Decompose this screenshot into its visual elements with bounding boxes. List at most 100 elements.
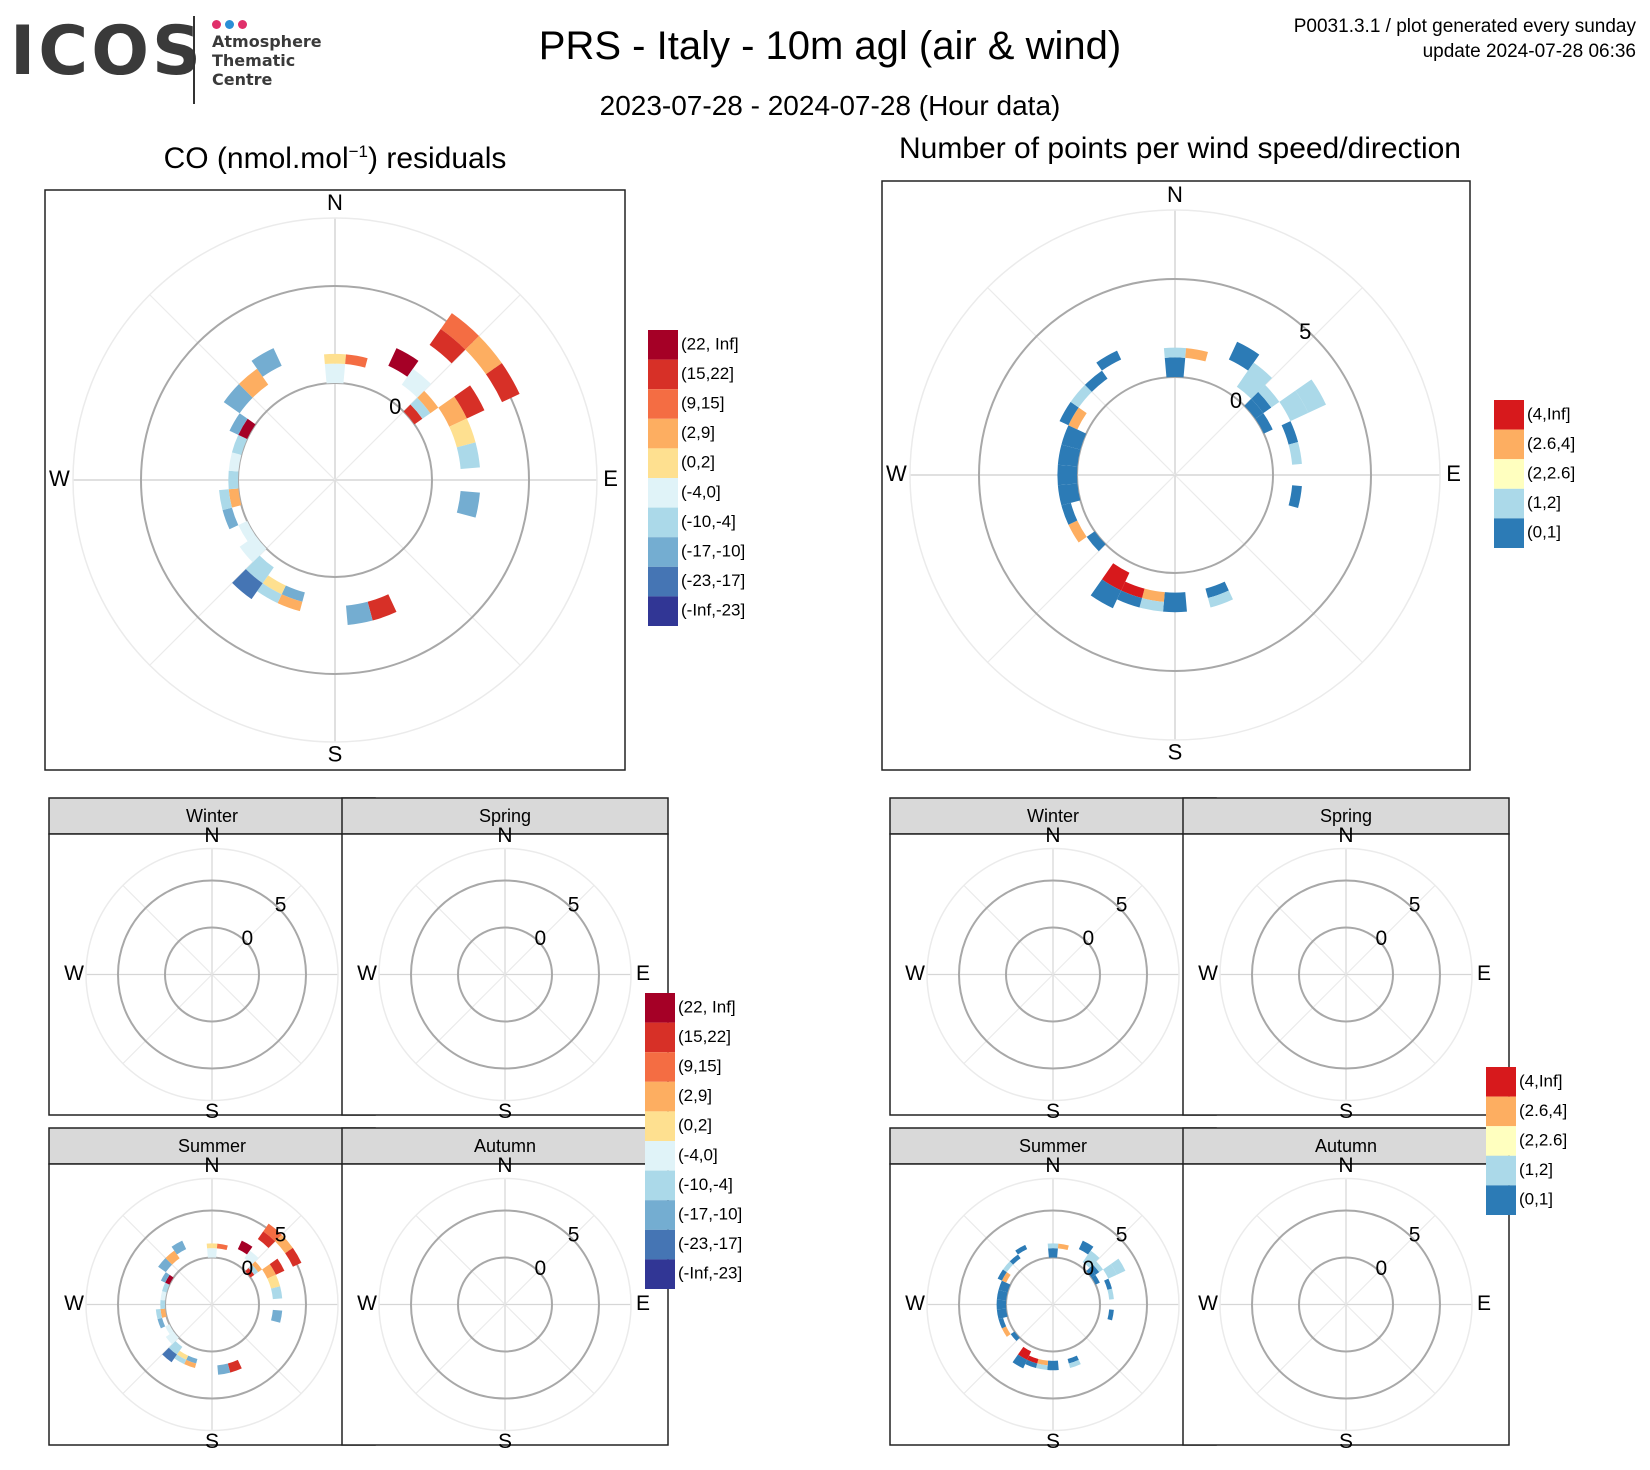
counts-facet-legend-swatch — [1486, 1067, 1516, 1097]
counts-facet-legend-swatch — [1486, 1126, 1516, 1156]
counts-facet-ring-label-0: 0 — [1376, 1257, 1388, 1280]
plot-id: P0031.3.1 / plot generated every sunday — [1293, 16, 1636, 37]
counts-facet-ring-label-0: 0 — [1083, 1257, 1095, 1280]
logo-line-2: Thematic — [212, 51, 296, 70]
residuals-facet-summer-cell — [184, 1359, 197, 1369]
counts-facet-summer-cell — [1048, 1248, 1058, 1258]
residuals-facet-summer-cell — [251, 1261, 263, 1273]
residuals-facet-legend-swatch — [645, 1111, 675, 1141]
counts-facet-spoke — [1256, 974, 1347, 1065]
residuals-facet-summer-cell — [263, 1223, 282, 1242]
counts-facet-spoke — [963, 1304, 1054, 1395]
counts-facet-summer-cell — [1012, 1354, 1028, 1369]
counts-legend-swatch — [1494, 400, 1524, 430]
residuals-facet-spoke — [122, 884, 213, 975]
counts-title: Number of points per wind speed/directio… — [899, 132, 1461, 165]
counts-facet-ring-label-5: 5 — [1409, 894, 1421, 917]
counts-facet-summer-cell — [1035, 1363, 1048, 1371]
residuals-facet-spoke — [504, 884, 595, 975]
counts-main-cell — [1205, 581, 1229, 599]
residuals-legend-label: (9,15] — [681, 393, 724, 412]
residuals-main-cell — [238, 368, 269, 398]
residuals-facet-summer-cell — [160, 1308, 167, 1318]
residuals-facet-summer-cell — [158, 1257, 173, 1273]
counts-main-spoke — [1174, 474, 1363, 663]
residuals-main-cell — [465, 335, 502, 375]
residuals-facet-summer-cell — [262, 1264, 276, 1279]
counts-main-cell — [1057, 464, 1078, 486]
residuals-facet-label-s: S — [498, 1100, 512, 1123]
counts-legend-swatch — [1494, 429, 1524, 460]
counts-facet-summer-cell — [1027, 1355, 1039, 1364]
residuals-facet-label-s: S — [205, 1100, 219, 1123]
counts-facet-summer-cell — [1047, 1243, 1059, 1249]
counts-facet-spoke — [1345, 884, 1436, 975]
residuals-legend-swatch — [648, 389, 678, 419]
counts-main-ring-label-5: 5 — [1299, 319, 1311, 344]
residuals-main-cell — [245, 555, 274, 584]
residuals-facet-legend-label: (0,2] — [678, 1116, 712, 1135]
residuals-main-label-e: E — [603, 466, 618, 491]
counts-main-cell — [1244, 398, 1264, 419]
counts-legend-swatch — [1494, 488, 1524, 519]
counts-facet-spoke — [1052, 974, 1143, 1065]
counts-facet-legend-label: (2.6,4] — [1519, 1101, 1567, 1120]
residuals-facet-spring-strip-label: Spring — [479, 806, 531, 826]
counts-main-spoke — [1174, 287, 1363, 476]
counts-main-label-n: N — [1167, 182, 1183, 207]
counts-main-cell — [1061, 502, 1078, 525]
counts-facet-spoke — [1256, 884, 1347, 975]
residuals-legend-swatch — [648, 507, 678, 538]
residuals-facet-legend-label: (15,22] — [678, 1027, 731, 1046]
counts-main-cell — [1164, 357, 1186, 378]
counts-facet-spring-strip — [1182, 797, 1510, 835]
counts-main-cell — [1142, 588, 1165, 602]
residuals-main-label-s: S — [328, 741, 343, 766]
residuals-facet-summer-cell — [165, 1250, 180, 1265]
residuals-main-spoke — [334, 479, 521, 666]
counts-facet-ring-label-0: 0 — [1083, 927, 1095, 950]
logo-dot — [225, 20, 234, 29]
residuals-legend-label: (-17,-10] — [681, 541, 745, 560]
logo-dots — [212, 16, 251, 29]
residuals-facet-summer-cell — [171, 1240, 187, 1255]
residuals-title: CO (nmol.mol−1) residuals — [40, 142, 630, 176]
counts-facet-ring-label-5: 5 — [1409, 1224, 1421, 1247]
residuals-facet-ring-5 — [410, 879, 600, 1070]
residuals-main-cell — [403, 404, 423, 425]
counts-facet-outer-ring — [926, 847, 1180, 1102]
residuals-main-cell — [262, 575, 286, 595]
logo-dot — [238, 20, 247, 29]
counts-main-ring-label-0: 0 — [1230, 388, 1242, 413]
counts-facet-spoke — [963, 884, 1054, 975]
counts-facet-spoke — [963, 1214, 1054, 1305]
counts-main-cell — [1139, 598, 1164, 612]
counts-facet-label-w: W — [905, 962, 925, 985]
residuals-facet-legend-label: (-Inf,-23] — [678, 1264, 742, 1283]
residuals-main-cell — [438, 396, 467, 427]
counts-facet-summer-cell — [1001, 1326, 1011, 1337]
residuals-main-cell — [449, 418, 476, 448]
counts-facet-summer-cell — [996, 1299, 1007, 1310]
counts-facet-legend-label: (2,2.6] — [1519, 1130, 1567, 1149]
residuals-main-cell — [440, 313, 480, 350]
counts-facet-summer-cell — [1091, 1274, 1100, 1285]
counts-facet-label-s: S — [1046, 1100, 1060, 1123]
residuals-facet-label-e: E — [636, 962, 650, 985]
counts-main-cell — [1255, 413, 1273, 434]
counts-facet-spoke — [1256, 1304, 1347, 1395]
counts-facet-label-n: N — [1338, 824, 1353, 847]
residuals-facet-summer-cell — [271, 1309, 283, 1323]
residuals-facet-ring-label-0: 0 — [242, 1257, 254, 1280]
counts-facet-label-w: W — [905, 1292, 925, 1315]
residuals-main-cell — [417, 390, 439, 414]
residuals-main-cell — [388, 348, 419, 377]
counts-facet-spoke — [1256, 1214, 1347, 1305]
residuals-facet-summer-cell — [186, 1355, 198, 1364]
main-title: PRS - Italy - 10m agl (air & wind) — [538, 24, 1122, 68]
counts-facet-spoke — [1345, 974, 1436, 1065]
residuals-facet-summer-cell — [257, 1231, 276, 1249]
counts-main-cell — [1068, 520, 1087, 543]
residuals-facet-legend-swatch — [645, 1229, 675, 1260]
